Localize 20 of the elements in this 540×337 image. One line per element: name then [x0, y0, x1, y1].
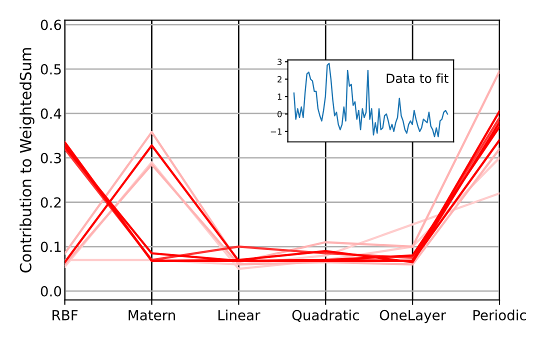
- annotation: Data to fit: [386, 73, 448, 84]
- y-tick-label: 0: [278, 110, 282, 118]
- y-tick-label: 0.4: [40, 108, 62, 119]
- x-tick-label: Linear: [218, 310, 260, 320]
- y-tick-label: 0.2: [40, 197, 61, 208]
- y-tick-label: 0.1: [40, 242, 61, 252]
- y-tick-label: 0.5: [40, 64, 61, 75]
- y-tick-label: 0.3: [40, 152, 61, 164]
- x-tick-label: Periodic: [473, 310, 526, 320]
- x-tick-label: RBF: [52, 310, 78, 320]
- y-tick-label: 0.0: [40, 286, 62, 297]
- y-tick-label: 2: [278, 76, 282, 82]
- x-tick-label: OneLayer: [380, 310, 446, 324]
- y-tick-label: 0.6: [40, 20, 62, 30]
- x-tick-label: Quadratic: [292, 310, 359, 322]
- y-tick-label: 1: [278, 94, 282, 100]
- y-tick-label: 3: [278, 58, 282, 66]
- y-axis-title: Contribution to WeightedSum: [20, 48, 34, 272]
- x-tick-label: Matern: [128, 310, 175, 320]
- y-tick-label: −1: [270, 128, 282, 135]
